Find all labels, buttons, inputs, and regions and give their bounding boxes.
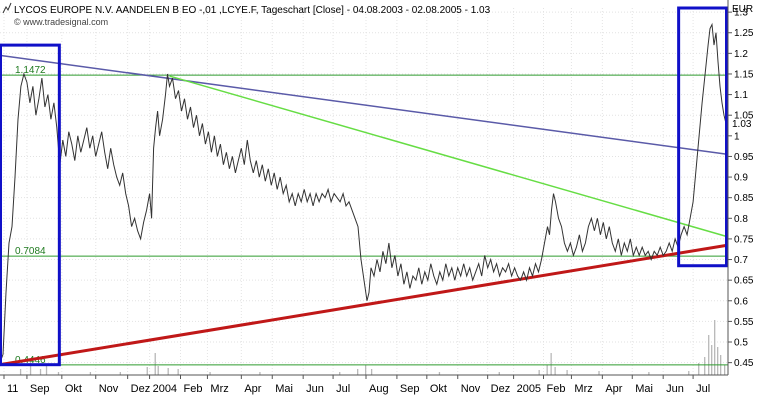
y-tick-label: 1.25 — [734, 28, 754, 39]
volume-bar — [357, 369, 359, 375]
volume-bar — [339, 372, 341, 375]
volume-bar — [157, 366, 159, 375]
volume-bar — [538, 370, 540, 375]
x-tick-label: Mai — [275, 383, 293, 395]
x-tick-label: Sep — [30, 383, 50, 395]
x-tick-label: Jun — [306, 383, 324, 395]
x-tick-label: Jul — [336, 383, 350, 395]
volume-bar — [89, 372, 92, 375]
plot-background — [0, 0, 728, 375]
y-tick-label: 1.05 — [734, 111, 754, 122]
volume-bar — [554, 367, 556, 375]
volume-bar — [39, 369, 42, 375]
volume-bar — [370, 369, 373, 375]
y-tick-label: 1 — [734, 131, 740, 142]
volume-bar — [708, 335, 710, 375]
y-tick-label: 1.2 — [734, 49, 748, 60]
volume-bar — [167, 368, 169, 375]
highlight-box — [677, 6, 729, 268]
volume-bar — [546, 365, 548, 375]
x-tick-label: Aug — [369, 383, 389, 395]
trendline — [0, 243, 729, 367]
x-tick-label: Apr — [244, 383, 261, 395]
y-tick-label: 0.9 — [734, 173, 748, 184]
volume-bar — [688, 371, 690, 375]
volume-bar — [57, 372, 60, 375]
y-tick-label: 1.15 — [734, 69, 754, 80]
x-tick-label: Jul — [696, 383, 710, 395]
price-series-line — [0, 22, 727, 363]
volume-bar — [364, 365, 367, 375]
x-tick-label: Okt — [430, 383, 447, 395]
volume-bar — [714, 320, 716, 375]
x-tick-label: 2005 — [517, 383, 541, 395]
volume-bar — [19, 369, 22, 375]
volume-bar — [438, 372, 441, 375]
y-tick-label: 1.1 — [734, 90, 748, 101]
x-tick-label: Feb — [547, 383, 566, 395]
volume-bar — [648, 372, 650, 375]
chart-icon — [2, 2, 12, 14]
y-tick-label: 0.6 — [734, 296, 748, 307]
y-tick-label: 0.5 — [734, 338, 748, 349]
x-tick-label: Mrz — [210, 383, 228, 395]
x-tick-label: Mai — [635, 383, 653, 395]
volume-bar — [550, 353, 552, 375]
x-tick-label: Dez — [491, 383, 511, 395]
level-label: 0.7084 — [15, 246, 46, 257]
x-tick-label: Sep — [400, 383, 420, 395]
volume-bar — [598, 371, 600, 375]
chart-title: LYCOS EUROPE N.V. AANDELEN B EO -,01 ,LC… — [14, 5, 491, 16]
y-tick-label: 0.55 — [734, 317, 754, 328]
x-tick-label: Okt — [65, 383, 82, 395]
y-tick-label: 0.75 — [734, 234, 754, 245]
volume-bar — [711, 345, 713, 375]
y-tick-label: 0.85 — [734, 193, 754, 204]
current-value-label: 1.03 — [732, 119, 752, 130]
trendline — [0, 54, 729, 156]
x-tick-label: Jun — [666, 383, 684, 395]
volume-bar — [724, 365, 726, 375]
x-tick-label: Feb — [184, 383, 203, 395]
y-tick-label: 0.45 — [734, 358, 754, 369]
currency-label: EUR — [732, 4, 753, 15]
volume-bar — [45, 366, 48, 375]
trendline — [169, 75, 729, 238]
watermark: © www.tradesignal.com — [14, 17, 108, 27]
x-tick-label: 2004 — [153, 383, 177, 395]
x-tick-label: Mrz — [574, 383, 592, 395]
volume-bar — [566, 370, 568, 375]
y-axis-panel — [728, 0, 770, 402]
x-tick-label: Nov — [99, 383, 119, 395]
y-tick-label: 0.95 — [734, 152, 754, 163]
x-tick-label: Nov — [461, 383, 481, 395]
volume-bar — [177, 369, 179, 375]
y-tick-label: 0.8 — [734, 214, 748, 225]
level-label: 1.1472 — [15, 65, 46, 76]
x-tick-label: 11 — [7, 383, 18, 395]
volume-bar — [29, 361, 32, 375]
y-tick-label: 0.65 — [734, 276, 754, 287]
y-tick-label: 0.7 — [734, 255, 748, 266]
volume-bar — [154, 353, 156, 375]
volume-bar — [717, 347, 719, 375]
volume-bar — [259, 372, 261, 375]
y-tick-label: 1.3 — [734, 8, 748, 19]
highlight-box — [0, 43, 61, 367]
volume-bar — [498, 372, 500, 375]
volume-bar — [698, 363, 700, 375]
volume-bar — [209, 372, 211, 375]
volume-bar — [146, 367, 148, 375]
x-tick-label: Dez — [131, 383, 151, 395]
volume-bar — [704, 357, 706, 375]
x-tick-label: Apr — [605, 383, 622, 395]
volume-bar — [119, 372, 121, 375]
